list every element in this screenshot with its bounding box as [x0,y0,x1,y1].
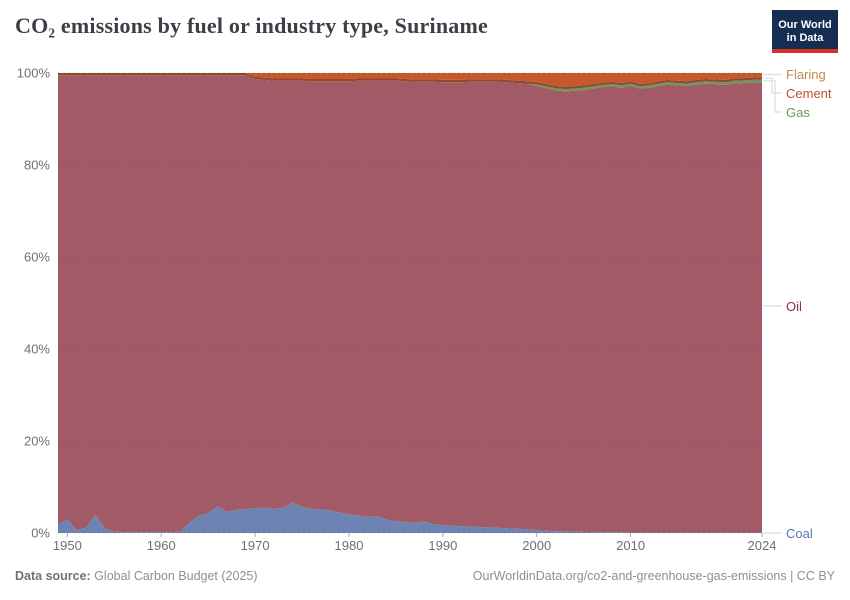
y-axis-label-100: 100% [17,66,51,81]
x-axis-label-2010: 2010 [616,538,645,553]
legend-connector-gas [763,80,782,113]
x-axis-label-1970: 1970 [241,538,270,553]
area-band-gas[interactable] [58,75,762,92]
y-axis-label-20: 20% [24,434,50,449]
area-band-oil[interactable] [58,75,762,533]
y-axis-label-40: 40% [24,342,50,357]
legend-label-flaring[interactable]: Flaring [786,67,826,82]
footer: Data source: Global Carbon Budget (2025)… [15,569,835,583]
legend-label-cement[interactable]: Cement [786,86,832,101]
page-title: CO₂ emissions by fuel or industry type, … [15,13,488,38]
x-axis-label-1990: 1990 [428,538,457,553]
x-axis-label-1960: 1960 [147,538,176,553]
footer-link[interactable]: OurWorldinData.org/co2-and-greenhouse-ga… [472,569,835,583]
y-axis-label-80: 80% [24,158,50,173]
data-source-note: Data source: Global Carbon Budget (2025) [15,569,258,583]
data-source-label: Data source: [15,569,91,583]
area-band-coal[interactable] [58,502,762,533]
y-axis-label-60: 60% [24,250,50,265]
owid-logo-text-line1: Our World [778,18,832,31]
area-band-flaring[interactable] [58,73,762,87]
owid-logo[interactable]: Our World in Data [772,10,838,53]
legend-label-oil[interactable]: Oil [786,299,802,314]
x-axis-label-2024: 2024 [748,538,777,553]
x-axis-label-1980: 1980 [335,538,364,553]
data-source-value: Global Carbon Budget (2025) [90,569,258,583]
area-band-cement[interactable] [58,73,762,90]
y-axis-label-0: 0% [31,526,50,541]
owid-logo-red-bar [772,49,838,53]
owid-logo-text-line2: in Data [786,31,824,44]
legend-label-coal[interactable]: Coal [786,526,813,541]
legend-connector-cement [763,77,782,94]
x-axis-label-1950: 1950 [53,538,82,553]
legend-label-gas[interactable]: Gas [786,105,810,120]
x-axis-label-2000: 2000 [522,538,551,553]
